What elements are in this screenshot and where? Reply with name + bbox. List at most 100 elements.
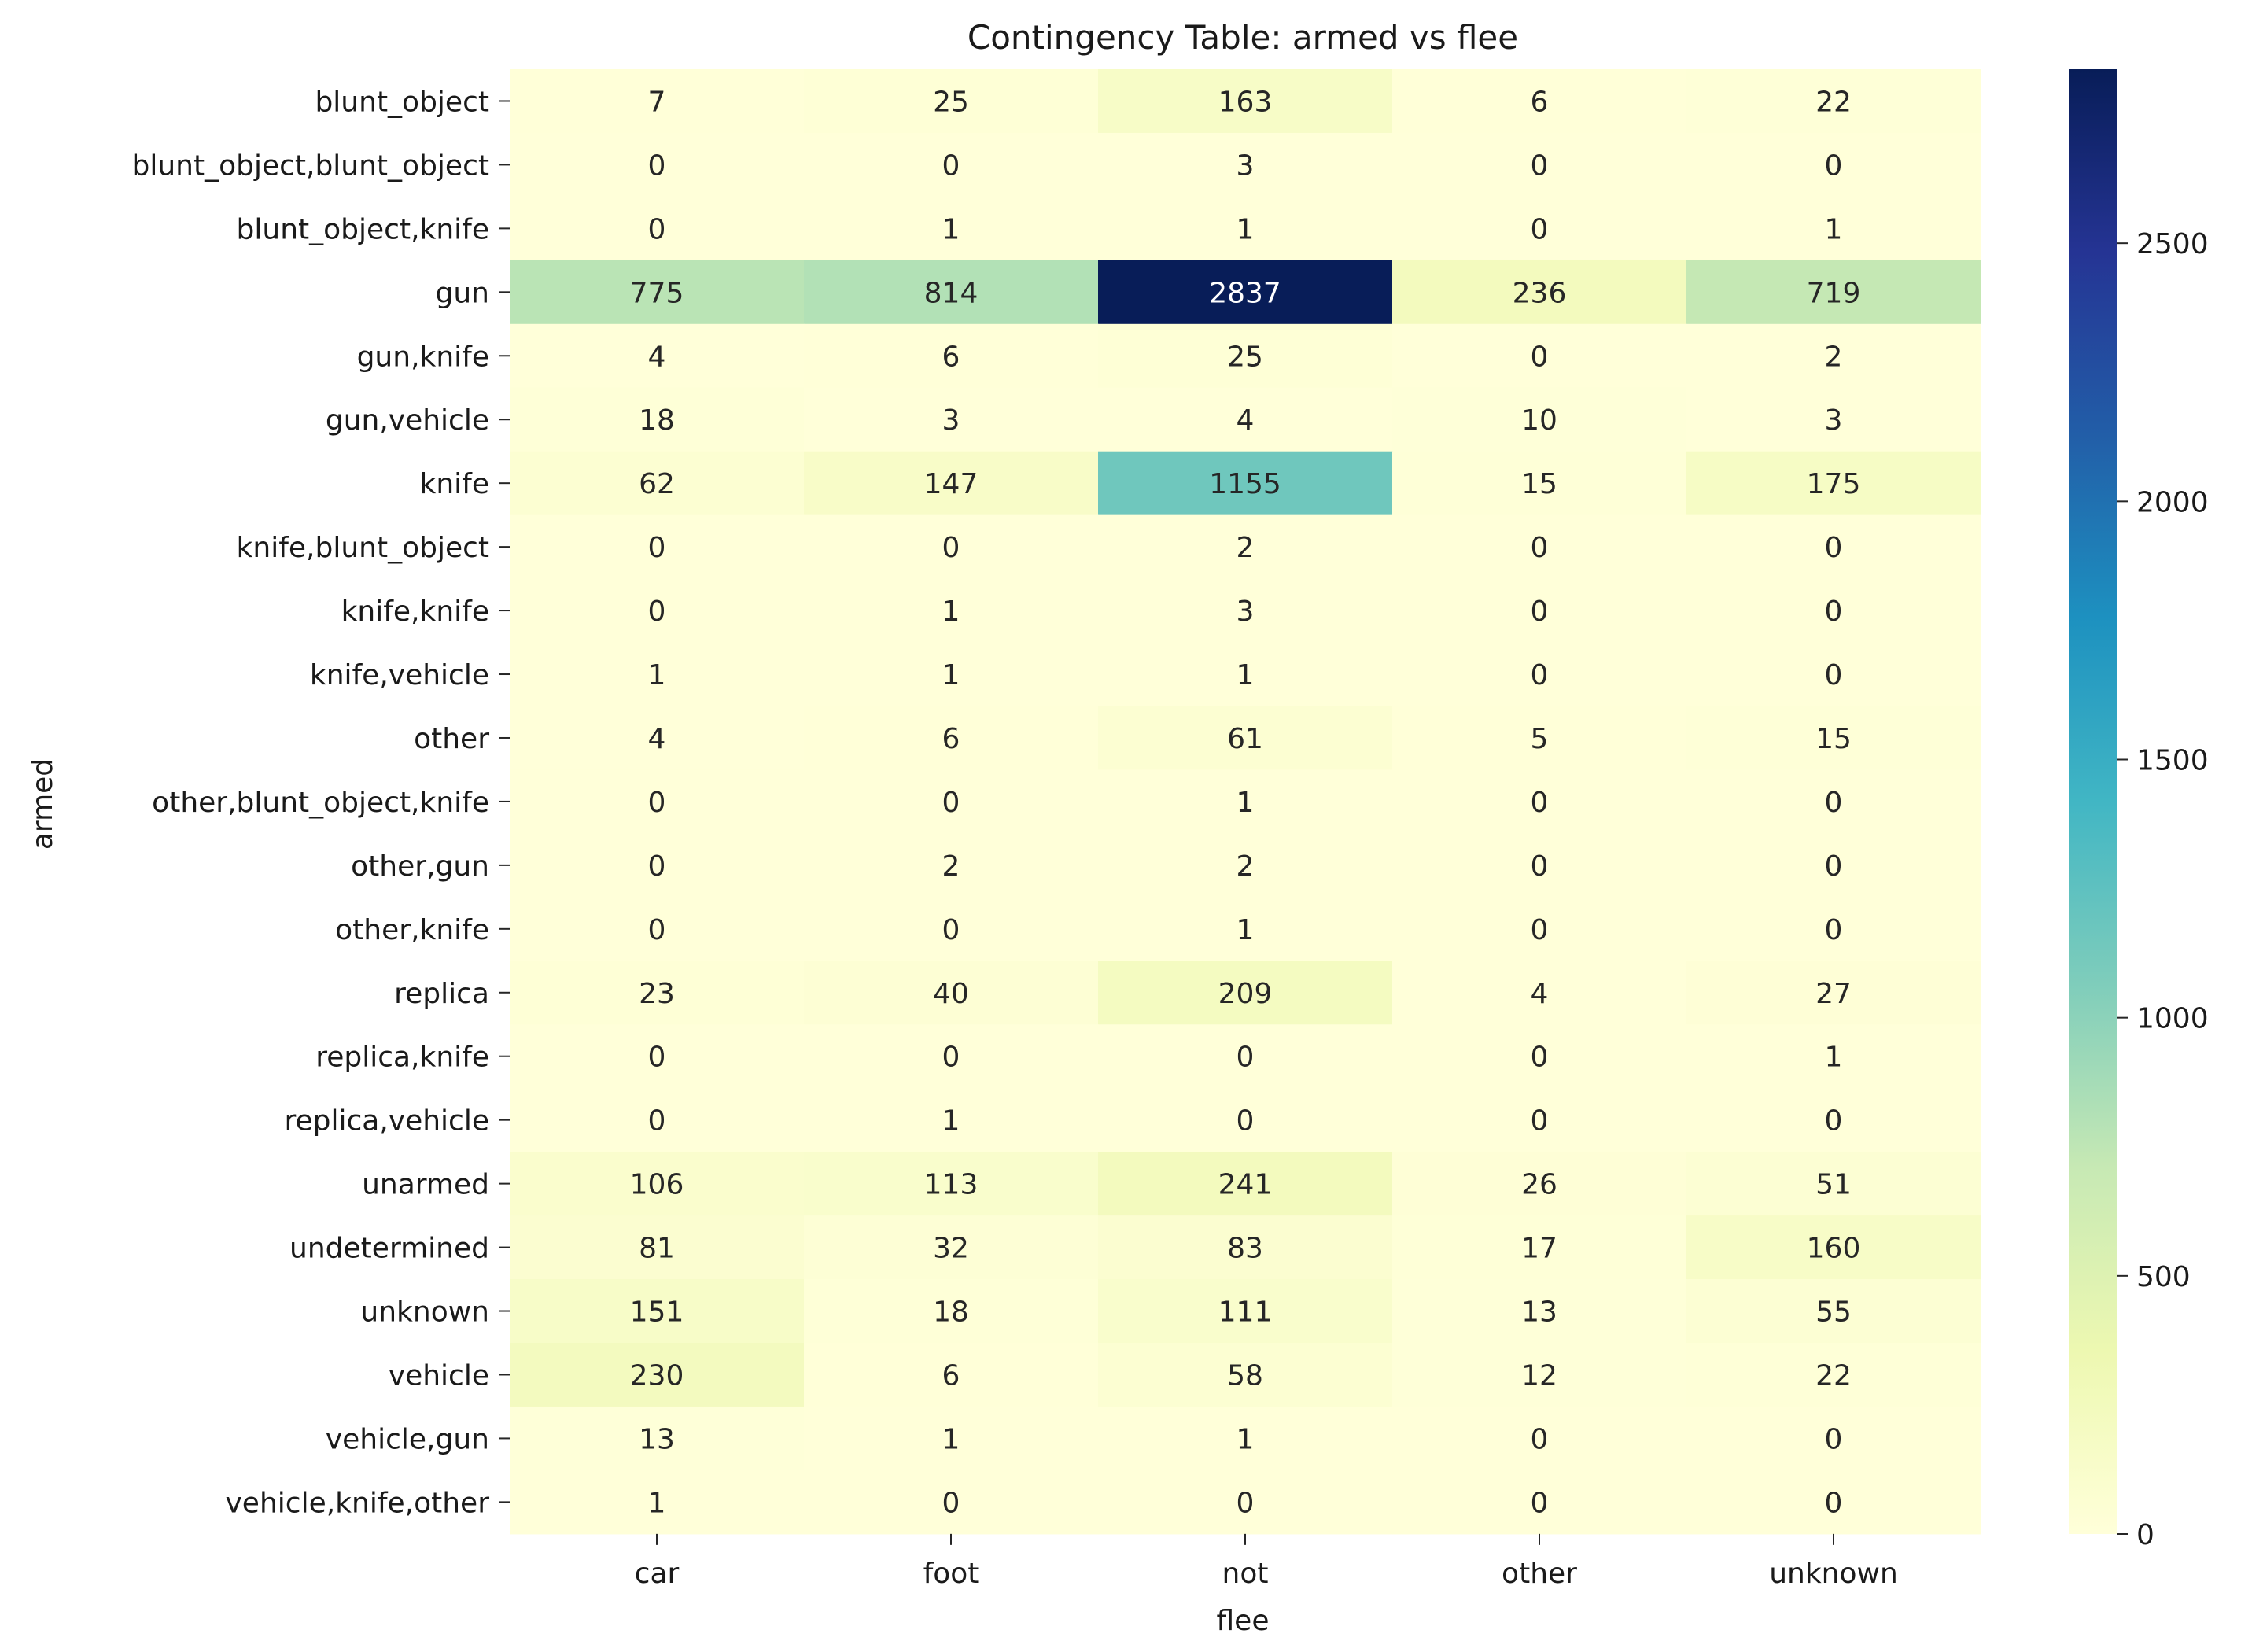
- heatmap-cell: [1392, 451, 1687, 516]
- cell-value-label: 0: [1825, 850, 1843, 883]
- heatmap-cell: [804, 1406, 1099, 1471]
- heatmap-cell: [804, 1343, 1099, 1407]
- heatmap-cell: [1098, 642, 1393, 707]
- cell-value-label: 58: [1227, 1359, 1263, 1392]
- cell-value-label: 0: [1825, 1423, 1843, 1455]
- cell-value-label: 1: [942, 213, 960, 245]
- heatmap-cell: [1098, 1088, 1393, 1152]
- cell-value-label: 0: [1825, 1487, 1843, 1519]
- cell-value-label: 6: [942, 1359, 960, 1392]
- x-tick-label: car: [635, 1558, 680, 1590]
- y-tick-label: gun,vehicle: [326, 404, 489, 437]
- cell-value-label: 55: [1815, 1296, 1852, 1329]
- heatmap-cell: [1392, 706, 1687, 771]
- heatmap-cell: [1098, 1152, 1393, 1216]
- heatmap-cell: [804, 578, 1099, 643]
- y-axis-label: armed: [27, 758, 59, 850]
- cell-value-label: 3: [1237, 596, 1255, 628]
- colorbar-tick-label: 1000: [2136, 1003, 2209, 1035]
- cell-value-label: 0: [648, 149, 666, 182]
- heatmap-cell: [1686, 1152, 1981, 1216]
- cell-value-label: 111: [1218, 1296, 1273, 1329]
- cell-value-label: 32: [933, 1233, 969, 1265]
- heatmap-cell: [510, 706, 805, 771]
- cell-value-label: 40: [933, 978, 969, 1010]
- cell-value-label: 0: [1531, 149, 1549, 182]
- y-tick-label: blunt_object,blunt_object: [131, 149, 489, 182]
- cell-value-label: 25: [1227, 341, 1263, 373]
- heatmap-cell: [1686, 260, 1981, 325]
- cell-value-label: 0: [1825, 596, 1843, 628]
- cell-value-label: 62: [639, 468, 675, 500]
- cell-value-label: 18: [639, 404, 675, 437]
- heatmap-cell: [1392, 1406, 1687, 1471]
- heatmap-cell: [510, 260, 805, 325]
- x-axis: car foot not other unknown: [635, 1533, 1898, 1590]
- cell-value-label: 25: [933, 86, 969, 118]
- cell-value-label: 22: [1815, 1359, 1852, 1392]
- y-tick-label: gun,knife: [357, 341, 489, 373]
- y-tick-label: replica,knife: [315, 1042, 489, 1074]
- heatmap-cell: [1098, 1024, 1393, 1089]
- y-tick-label: blunt_object,knife: [237, 213, 489, 245]
- cell-value-label: 113: [924, 1169, 979, 1201]
- heatmap-cell: [1392, 961, 1687, 1025]
- y-tick-label: blunt_object: [315, 86, 489, 118]
- cell-value-label: 147: [924, 468, 979, 500]
- heatmap-cell: [804, 769, 1099, 834]
- y-tick-label: replica,vehicle: [284, 1105, 489, 1138]
- heatmap-cell: [1686, 387, 1981, 452]
- cell-value-label: 1: [1237, 213, 1255, 245]
- heatmap-cell: [1098, 514, 1393, 580]
- heatmap-cell: [804, 833, 1099, 898]
- cell-value-label: 4: [1531, 978, 1549, 1010]
- heatmap-cells: [510, 69, 1981, 1535]
- colorbar-tick-label: 0: [2136, 1519, 2154, 1551]
- heatmap-cell: [510, 1024, 805, 1089]
- heatmap-cell: [1392, 897, 1687, 961]
- colorbar-tick-label: 1500: [2136, 745, 2209, 777]
- cell-value-label: 23: [639, 978, 675, 1010]
- x-axis-label: flee: [1217, 1605, 1270, 1637]
- cell-value-label: 0: [648, 532, 666, 564]
- y-tick-label: vehicle,knife,other: [226, 1487, 490, 1519]
- heatmap-cell: [804, 451, 1099, 516]
- colorbar-tick-label: 2000: [2136, 486, 2209, 518]
- cell-value-label: 0: [1531, 1487, 1549, 1519]
- cell-value-label: 160: [1807, 1233, 1861, 1265]
- heatmap-cell: [1392, 1152, 1687, 1216]
- cell-value-label: 1: [648, 659, 666, 691]
- heatmap-cell: [1686, 132, 1981, 197]
- y-tick-label: undetermined: [289, 1233, 489, 1265]
- cell-value-label: 0: [648, 850, 666, 883]
- heatmap-cell: [1098, 1343, 1393, 1407]
- cell-value-label: 13: [1521, 1296, 1557, 1329]
- cell-value-label: 0: [1825, 149, 1843, 182]
- cell-value-label: 0: [1531, 659, 1549, 691]
- cell-value-label: 2: [1237, 850, 1255, 883]
- cell-value-label: 1155: [1209, 468, 1281, 500]
- cell-value-label: 0: [648, 914, 666, 946]
- heatmap-cell: [1392, 578, 1687, 643]
- cell-value-label: 83: [1227, 1233, 1263, 1265]
- heatmap-cell: [510, 578, 805, 643]
- cell-value-label: 27: [1815, 978, 1852, 1010]
- heatmap-cell: [510, 897, 805, 961]
- heatmap-cell: [1686, 514, 1981, 580]
- cell-value-label: 0: [1531, 532, 1549, 564]
- cell-value-label: 241: [1218, 1169, 1273, 1201]
- y-tick-label: gun: [436, 277, 489, 309]
- heatmap-cell: [1098, 69, 1393, 134]
- heatmap-cell: [510, 451, 805, 516]
- cell-value-label: 0: [942, 149, 960, 182]
- cell-value-label: 1: [1237, 1423, 1255, 1455]
- heatmap-cell: [804, 387, 1099, 452]
- cell-value-label: 0: [648, 1105, 666, 1138]
- cell-value-label: 0: [1531, 341, 1549, 373]
- x-tick-label: not: [1222, 1558, 1269, 1590]
- heatmap-cell: [1392, 196, 1687, 261]
- colorbar-tick-label: 500: [2136, 1261, 2191, 1293]
- cell-value-label: 2: [942, 850, 960, 883]
- y-tick-label: knife,blunt_object: [237, 532, 489, 564]
- y-tick-label: unarmed: [362, 1169, 489, 1201]
